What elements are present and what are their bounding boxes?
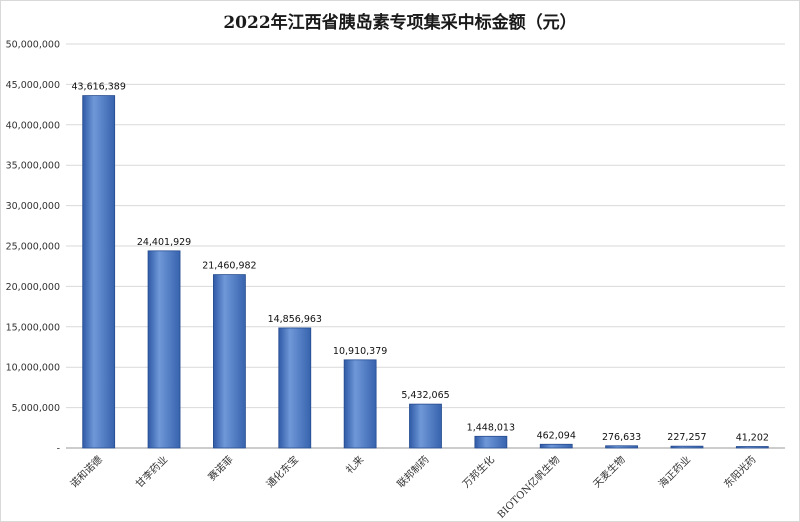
data-label: 462,094 <box>537 430 576 441</box>
x-category-label: 通化东宝 <box>263 453 300 490</box>
y-tick-label: 5,000,000 <box>12 403 60 414</box>
bar <box>82 95 116 449</box>
x-category-label: 东阳光药 <box>721 453 758 490</box>
x-category-label: 诺和诺德 <box>67 453 104 490</box>
data-label: 43,616,389 <box>71 82 125 93</box>
bar <box>343 359 377 449</box>
x-axis: 诺和诺德 甘李药业 赛诺菲 通化东宝 礼来 联邦制药 万邦生化BIOTON亿帆生物 天麦生物海… <box>67 453 758 521</box>
data-labels: 43,616,389 24,401,929 21,460,982 14,856,963… <box>71 82 768 444</box>
bar <box>147 250 181 449</box>
data-label: 21,460,982 <box>202 261 256 272</box>
y-axis: - 5,000,000 10,000,000 15,000,000 20,000,000… <box>6 40 60 455</box>
y-tick-label: - <box>57 444 60 455</box>
data-label: 14,856,963 <box>268 314 322 325</box>
x-category-label: BIOTON亿帆生物 <box>494 453 562 521</box>
data-label: 24,401,929 <box>137 237 191 248</box>
x-category-label: 天麦生物 <box>590 453 627 490</box>
bar <box>735 446 769 449</box>
y-tick-label: 30,000,000 <box>6 201 60 212</box>
y-tick-label: 50,000,000 <box>6 40 60 51</box>
data-label: 227,257 <box>667 432 706 443</box>
y-tick-label: 10,000,000 <box>6 363 60 374</box>
y-tick-label: 45,000,000 <box>6 80 60 91</box>
x-category-label: 联邦制药 <box>394 453 431 490</box>
data-label: 5,432,065 <box>401 390 449 401</box>
y-tick-label: 20,000,000 <box>6 282 60 293</box>
x-category-label: 礼来 <box>343 453 366 476</box>
x-category-label: 甘李药业 <box>133 453 170 490</box>
gridlines <box>66 43 785 449</box>
data-label: 276,633 <box>602 432 641 443</box>
x-category-label: 赛诺菲 <box>205 453 235 483</box>
data-label: 10,910,379 <box>333 346 387 357</box>
x-category-label: 万邦生化 <box>460 453 497 490</box>
data-label: 41,202 <box>736 433 769 444</box>
bar <box>670 445 704 449</box>
y-tick-label: 40,000,000 <box>6 120 60 131</box>
chart-title: 2022年江西省胰岛素专项集采中标金额（元） <box>223 13 577 33</box>
bar <box>605 445 638 449</box>
x-category-label: 海正药业 <box>656 453 693 490</box>
data-label: 1,448,013 <box>467 422 515 433</box>
y-tick-label: 35,000,000 <box>6 161 60 172</box>
bar <box>213 274 246 449</box>
y-tick-label: 25,000,000 <box>6 242 60 253</box>
bar <box>539 443 573 449</box>
bar <box>474 435 508 449</box>
bar <box>409 403 442 449</box>
bar <box>278 327 312 449</box>
bars <box>82 95 769 449</box>
y-tick-label: 15,000,000 <box>6 322 60 333</box>
